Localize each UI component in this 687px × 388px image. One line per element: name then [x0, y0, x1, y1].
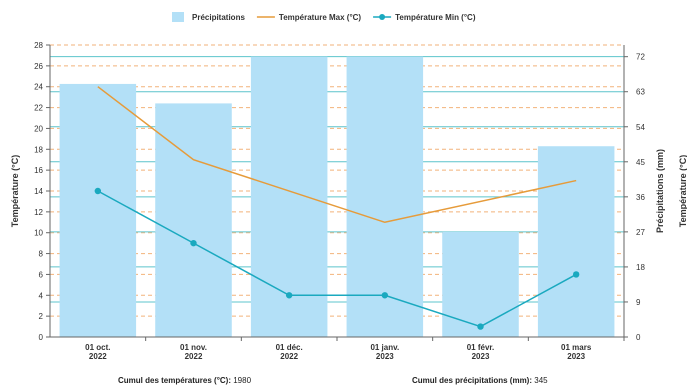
- y-right-tick-27: 27: [636, 228, 645, 237]
- bar-0: [59, 83, 137, 337]
- bar-3: [346, 56, 424, 338]
- bar-4: [442, 231, 519, 337]
- x-tick-year-3: 2023: [376, 352, 394, 361]
- bars: [59, 56, 615, 338]
- series-lines: [94, 86, 580, 330]
- bar-5: [537, 146, 615, 337]
- y-right-tick-0: 0: [636, 333, 641, 342]
- y-left-label: Température (°C): [10, 155, 20, 227]
- x-tick-year-0: 2022: [89, 352, 107, 361]
- footer-precipitation-total: Cumul des précipitations (mm): 345: [412, 376, 548, 385]
- series-point-1-5: [572, 271, 580, 278]
- x-tick-label-4: 01 févr.: [467, 343, 495, 352]
- y-right-outer-label: Température (°C): [678, 155, 687, 227]
- y-left-tick-0: 0: [39, 333, 44, 342]
- y-left-tick-6: 6: [39, 270, 44, 279]
- y-right-label: Précipitations (mm): [655, 149, 665, 233]
- x-tick-label-2: 01 déc.: [276, 343, 303, 352]
- legend-marker-2: [379, 14, 386, 20]
- legend[interactable]: Précipitations Température Max (°C) Tempér…: [172, 12, 476, 22]
- series-point-1-1: [190, 239, 197, 247]
- y-left-tick-8: 8: [39, 250, 44, 259]
- series-point-1-0: [94, 187, 102, 195]
- series-line-1: [97, 190, 577, 328]
- series-point-1-4: [477, 323, 484, 330]
- series-point-1-3: [381, 292, 389, 299]
- axes: 0246810121416182022242628091827364554637…: [10, 41, 687, 361]
- y-left-tick-24: 24: [34, 83, 43, 92]
- footer-precip-value: 345: [534, 376, 548, 385]
- y-right-tick-72: 72: [636, 53, 645, 62]
- legend-label-0: Précipitations: [192, 13, 245, 22]
- x-tick-year-2: 2022: [280, 352, 298, 361]
- y-right-tick-45: 45: [636, 158, 645, 167]
- x-tick-year-5: 2023: [567, 352, 585, 361]
- x-tick-label-0: 01 oct.: [85, 343, 110, 352]
- series-line-0: [97, 86, 577, 224]
- y-left-tick-10: 10: [34, 229, 43, 238]
- footer-temp-label: Cumul des températures (°C):: [118, 376, 231, 385]
- y-left-tick-2: 2: [39, 312, 44, 321]
- x-tick-year-4: 2023: [472, 352, 490, 361]
- x-tick-label-3: 01 janv.: [370, 343, 399, 352]
- footer-temperature-total: Cumul des températures (°C): 1980: [118, 376, 251, 385]
- y-left-tick-16: 16: [34, 166, 43, 175]
- x-tick-year-1: 2022: [185, 352, 203, 361]
- series-point-1-2: [285, 292, 293, 299]
- y-right-tick-18: 18: [636, 263, 645, 272]
- y-left-tick-20: 20: [34, 124, 43, 133]
- y-left-tick-28: 28: [34, 41, 43, 50]
- y-right-tick-9: 9: [636, 298, 641, 307]
- y-left-tick-26: 26: [34, 62, 43, 71]
- y-right-tick-63: 63: [636, 88, 645, 97]
- y-left-tick-12: 12: [34, 208, 43, 217]
- y-left-tick-14: 14: [34, 187, 43, 196]
- footer-precip-label: Cumul des précipitations (mm):: [412, 376, 533, 385]
- y-left-tick-18: 18: [34, 145, 43, 154]
- x-tick-label-5: 01 mars: [561, 343, 592, 352]
- bar-1: [155, 103, 232, 338]
- legend-label-1: Température Max (°C): [279, 13, 362, 22]
- legend-label-2: Température Min (°C): [395, 13, 476, 22]
- y-right-tick-36: 36: [636, 193, 645, 202]
- footer-temp-value: 1980: [233, 376, 252, 385]
- bar-2: [250, 56, 328, 338]
- y-left-tick-22: 22: [34, 104, 43, 113]
- x-tick-label-1: 01 nov.: [180, 343, 207, 352]
- legend-swatch-0: [172, 12, 184, 22]
- y-right-tick-54: 54: [636, 123, 645, 132]
- y-left-tick-4: 4: [39, 291, 44, 300]
